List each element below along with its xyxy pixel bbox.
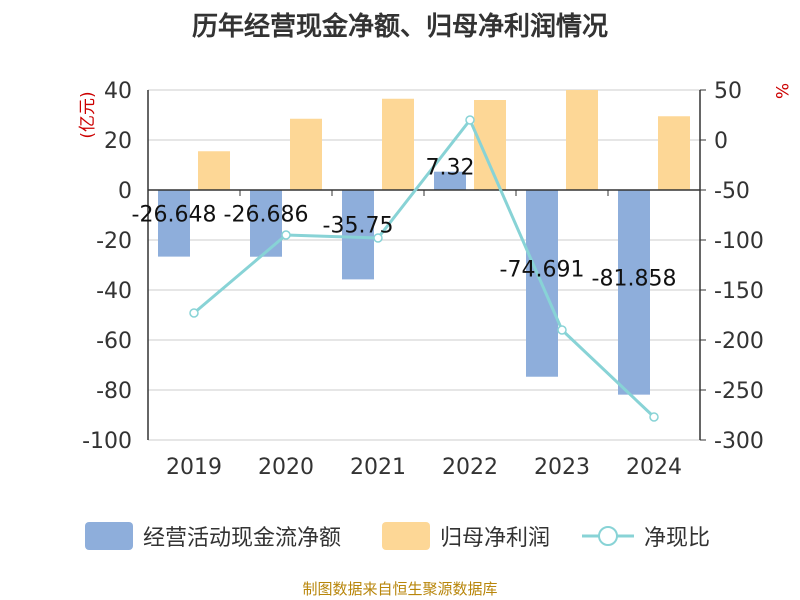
legend-label-cashflow: 经营活动现金流净额 [143, 526, 342, 551]
legend-swatch-ratio [582, 526, 634, 546]
bar-cashflow [342, 190, 374, 280]
ratio-point [465, 115, 475, 125]
right-tick-label: 0 [714, 129, 728, 154]
right-tick-label: 50 [714, 79, 742, 104]
legend: 经营活动现金流净额 归母净利润 净现比 [0, 518, 800, 554]
x-tick-label: 2019 [166, 455, 222, 480]
grid-lines [148, 89, 700, 441]
bar-cashflow [250, 190, 282, 257]
data-label-cashflow: -26.686 [224, 202, 309, 227]
bar-net-profit [474, 100, 506, 190]
ratio-point [281, 230, 291, 240]
tick-labels: 40 20 0 -20 -40 -60 -80 -100 50 0 -50 -100 -150 -200 -… [78, 79, 791, 480]
legend-swatch-net-profit [382, 522, 430, 550]
data-label-cashflow: -26.648 [132, 202, 217, 227]
axes [147, 89, 706, 441]
data-label-cashflow: -81.858 [592, 266, 677, 291]
legend-item-net-profit[interactable]: 归母净利润 [382, 518, 550, 554]
data-label-cashflow: 7.32 [426, 156, 475, 181]
x-tick-label: 2022 [442, 455, 498, 480]
legend-label-ratio: 净现比 [644, 526, 711, 551]
right-tick-label: -250 [714, 379, 764, 404]
data-label-cashflow: -74.691 [500, 257, 585, 282]
bar-net-profit [198, 151, 230, 190]
right-tick-label: -200 [714, 329, 764, 354]
left-tick-label: 20 [104, 129, 132, 154]
right-tick-label: -50 [714, 179, 750, 204]
left-tick-label: -100 [82, 429, 132, 454]
left-tick-label: -40 [96, 279, 132, 304]
legend-label-net-profit: 归母净利润 [440, 526, 551, 551]
ratio-point [373, 233, 383, 243]
left-tick-label: 0 [118, 179, 132, 204]
right-tick-label: -300 [714, 429, 764, 454]
bar-net-profit [382, 98, 414, 190]
x-tick-label: 2023 [534, 455, 590, 480]
bar-net-profit [658, 116, 690, 190]
data-labels: -26.648 -26.686 -35.75 7.32 -74.691 -81.858 [132, 156, 677, 292]
bars [158, 90, 690, 395]
ratio-point [189, 308, 199, 318]
bar-cashflow [434, 171, 466, 190]
right-axis-unit: % [771, 83, 791, 99]
chart-title: 历年经营现金净额、归母净利润情况 [191, 12, 608, 42]
ratio-point [649, 412, 659, 422]
right-tick-label: -100 [714, 229, 764, 254]
left-tick-label: 40 [104, 79, 132, 104]
legend-swatch-cashflow [85, 522, 133, 550]
legend-item-ratio[interactable]: 净现比 [582, 518, 710, 554]
ratio-line-path [193, 118, 656, 419]
bar-net-profit [566, 90, 598, 190]
x-tick-label: 2021 [350, 455, 406, 480]
x-tick-label: 2020 [258, 455, 314, 480]
left-tick-label: -60 [96, 329, 132, 354]
bar-cashflow [158, 190, 190, 257]
legend-item-cashflow[interactable]: 经营活动现金流净额 [85, 518, 341, 554]
bar-cashflow [618, 190, 650, 395]
ratio-point [557, 325, 567, 335]
right-tick-label: -150 [714, 279, 764, 304]
x-tick-label: 2024 [626, 455, 682, 480]
bar-net-profit [290, 118, 322, 190]
left-tick-label: -20 [96, 229, 132, 254]
left-axis-unit: (亿元) [78, 91, 98, 138]
left-tick-label: -80 [96, 379, 132, 404]
data-label-cashflow: -35.75 [323, 214, 394, 239]
source-note: 制图数据来自恒生聚源数据库 [302, 580, 498, 598]
ratio-line [189, 115, 659, 422]
